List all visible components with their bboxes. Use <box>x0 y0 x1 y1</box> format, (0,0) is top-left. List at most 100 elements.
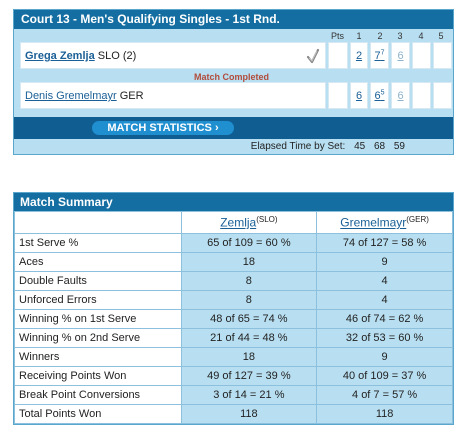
table-row: Break Point Conversions 3 of 14 = 21 % 4 o… <box>14 385 453 405</box>
summary-header-player-1: Zemlja(SLO) <box>180 211 318 234</box>
match-statistics-bar: MATCH STATISTICS › <box>14 117 453 139</box>
player-1-value: 18 <box>180 347 318 367</box>
stat-label: Total Points Won <box>14 404 182 424</box>
player-1-set-3-score[interactable]: 6 <box>397 50 404 62</box>
summary-player-2-country: (GER) <box>406 215 429 225</box>
player-2-set-3-score[interactable]: 6 <box>397 90 404 102</box>
player-2-value: 40 of 109 = 37 % <box>316 366 453 386</box>
player-2-set-2-games: 6 <box>374 90 381 102</box>
player-1-set-2-cell: 77 <box>370 42 389 69</box>
player-2-name-block: Denis Gremelmayr GER <box>25 90 144 102</box>
table-row: Winners 18 9 <box>14 347 453 367</box>
player-1-value: 8 <box>180 271 318 291</box>
summary-header-blank <box>14 211 182 234</box>
match-summary: Match Summary Zemlja(SLO) Gremelmayr(GER… <box>13 192 454 425</box>
player-2-value: 46 of 74 = 62 % <box>316 309 453 329</box>
player-1-pts-cell <box>328 42 348 69</box>
chevron-right-icon: › <box>214 122 219 134</box>
player-1-set-5-cell <box>433 42 452 69</box>
table-row: Double Faults 8 4 <box>14 271 453 291</box>
stat-label: Unforced Errors <box>14 290 182 310</box>
player-1-value: 18 <box>180 252 318 272</box>
player-2-set-1-cell: 6 <box>350 82 368 109</box>
player-2-value: 9 <box>316 347 453 367</box>
match-status: Match Completed <box>194 72 270 82</box>
set-1-column-header: 1 <box>356 31 362 41</box>
match-statistics-button[interactable]: MATCH STATISTICS › <box>92 121 234 135</box>
player-2-set-4-cell <box>412 82 431 109</box>
player-1-set-4-cell <box>412 42 431 69</box>
table-row: Total Points Won 118 118 <box>14 404 453 424</box>
elapsed-time: Elapsed Time by Set: 45 68 59 <box>251 141 405 153</box>
player-1-value: 118 <box>180 404 318 424</box>
player-1-row: Grega Zemlja SLO (2) <box>20 42 326 69</box>
player-1-value: 65 of 109 = 60 % <box>180 233 318 253</box>
stat-label: Break Point Conversions <box>14 385 182 405</box>
match-summary-table: Zemlja(SLO) Gremelmayr(GER) 1st Serve % 6… <box>14 211 453 424</box>
stat-label: Winning % on 1st Serve <box>14 309 182 329</box>
player-1-set-2-score[interactable]: 77 <box>374 49 385 62</box>
player-2-row: Denis Gremelmayr GER <box>20 82 326 109</box>
player-2-set-2-cell: 65 <box>370 82 389 109</box>
player-1-value: 21 of 44 = 48 % <box>180 328 318 348</box>
player-1-set-2-tiebreak: 7 <box>380 49 385 57</box>
player-2-value: 118 <box>316 404 453 424</box>
stat-label: Winners <box>14 347 182 367</box>
player-1-value: 3 of 14 = 21 % <box>180 385 318 405</box>
match-statistics-label: MATCH STATISTICS <box>107 122 212 134</box>
player-2-value: 4 <box>316 290 453 310</box>
player-1-set-1-score[interactable]: 2 <box>355 50 363 62</box>
player-2-pts-cell <box>328 82 348 109</box>
set-2-column-header: 2 <box>377 31 383 41</box>
summary-header-row: Zemlja(SLO) Gremelmayr(GER) <box>14 211 453 234</box>
match-summary-title: Match Summary <box>14 193 453 211</box>
stat-label: Double Faults <box>14 271 182 291</box>
stat-label: Receiving Points Won <box>14 366 182 386</box>
set-4-column-header: 4 <box>418 31 424 41</box>
elapsed-time-set-1: 45 <box>354 141 366 152</box>
elapsed-time-set-3: 59 <box>393 141 405 152</box>
elapsed-time-set-2: 68 <box>373 141 386 152</box>
player-2-value: 32 of 53 = 60 % <box>316 328 453 348</box>
player-1-set-3-cell: 6 <box>391 42 410 69</box>
scoreboard-title: Court 13 - Men's Qualifying Singles - 1s… <box>14 10 453 29</box>
stat-label: Winning % on 2nd Serve <box>14 328 182 348</box>
player-1-value: 48 of 65 = 74 % <box>180 309 318 329</box>
stat-label: Aces <box>14 252 182 272</box>
pts-column-header: Pts <box>331 31 345 41</box>
summary-header-player-2: Gremelmayr(GER) <box>316 211 453 234</box>
elapsed-time-label: Elapsed Time by Set: <box>250 141 346 152</box>
player-1-set-2-games: 7 <box>374 50 381 62</box>
player-2-value: 4 <box>316 271 453 291</box>
player-2-link[interactable]: Denis Gremelmayr <box>25 90 117 102</box>
winner-check-icon <box>306 48 320 64</box>
table-row: Receiving Points Won 49 of 127 = 39 % 40 o… <box>14 366 453 386</box>
player-2-value: 4 of 7 = 57 % <box>316 385 453 405</box>
player-1-value: 49 of 127 = 39 % <box>180 366 318 386</box>
player-2-set-5-cell <box>433 82 452 109</box>
set-5-column-header: 5 <box>438 31 444 41</box>
summary-player-2-link[interactable]: Gremelmayr <box>340 215 407 230</box>
player-2-value: 74 of 127 = 58 % <box>316 233 453 253</box>
summary-player-1-country: (SLO) <box>256 215 278 225</box>
table-row: Aces 18 9 <box>14 252 453 272</box>
player-2-set-2-tiebreak: 5 <box>380 89 385 97</box>
table-row: Unforced Errors 8 4 <box>14 290 453 310</box>
player-2-info: GER <box>119 90 144 102</box>
set-3-column-header: 3 <box>397 31 403 41</box>
summary-player-1-link[interactable]: Zemlja <box>220 215 257 230</box>
table-row: 1st Serve % 65 of 109 = 60 % 74 of 127 = 5… <box>14 233 453 253</box>
player-2-value: 9 <box>316 252 453 272</box>
player-2-set-2-score[interactable]: 65 <box>374 89 385 102</box>
player-1-name-block: Grega Zemlja SLO (2) <box>25 50 136 62</box>
table-row: Winning % on 2nd Serve 21 of 44 = 48 % 32 … <box>14 328 453 348</box>
player-2-set-3-cell: 6 <box>391 82 410 109</box>
player-1-set-1-cell: 2 <box>350 42 368 69</box>
player-1-value: 8 <box>180 290 318 310</box>
player-1-link[interactable]: Grega Zemlja <box>25 50 95 62</box>
player-2-set-1-score[interactable]: 6 <box>355 90 363 102</box>
stat-label: 1st Serve % <box>14 233 182 253</box>
scoreboard: Court 13 - Men's Qualifying Singles - 1s… <box>13 9 454 155</box>
player-1-info: SLO (2) <box>97 50 137 62</box>
table-row: Winning % on 1st Serve 48 of 65 = 74 % 46 … <box>14 309 453 329</box>
